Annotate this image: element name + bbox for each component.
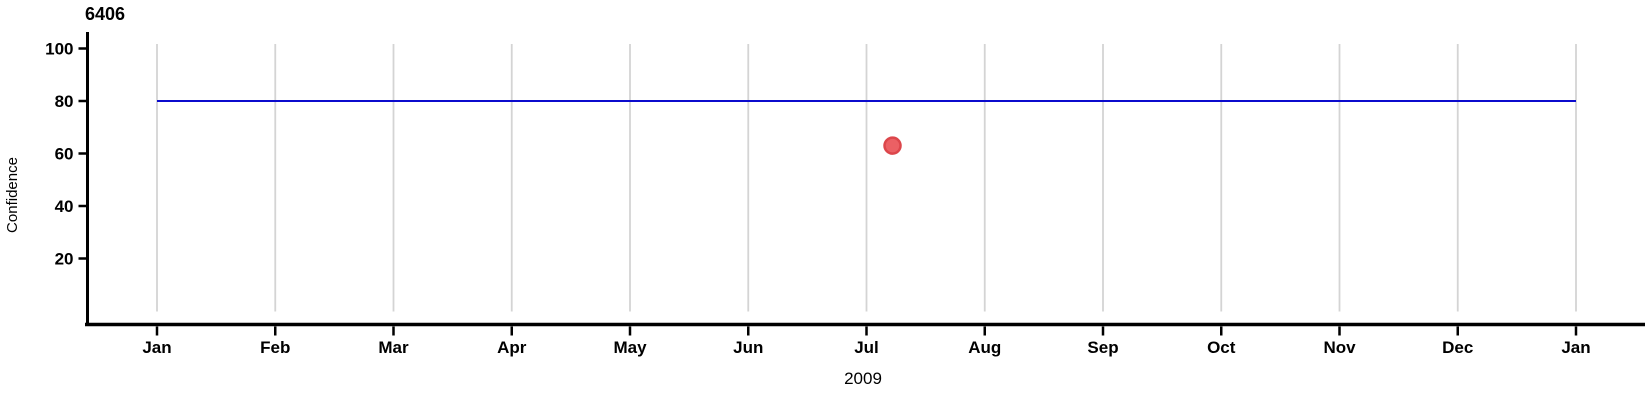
chart-title: 6406: [85, 4, 126, 24]
x-tick-label-sep-8: Sep: [1087, 338, 1118, 357]
x-axis-title: 2009: [844, 369, 882, 388]
x-tick-label-dec-11: Dec: [1442, 338, 1473, 357]
y-tick-label-100: 100: [45, 40, 73, 59]
x-tick-label-aug-7: Aug: [968, 338, 1001, 357]
x-tick-label-oct-9: Oct: [1207, 338, 1236, 357]
x-tick-label-mar-2: Mar: [378, 338, 409, 357]
x-tick-label-jan-12: Jan: [1561, 338, 1590, 357]
x-tick-label-apr-3: Apr: [497, 338, 527, 357]
x-tick-label-jun-5: Jun: [733, 338, 763, 357]
y-tick-label-60: 60: [55, 145, 74, 164]
data-point-confidence: [883, 136, 902, 155]
x-tick-label-jan-0: Jan: [142, 338, 171, 357]
y-tick-label-20: 20: [55, 250, 74, 269]
x-tick-label-jul-6: Jul: [854, 338, 879, 357]
x-tick-label-nov-10: Nov: [1323, 338, 1356, 357]
y-tick-label-40: 40: [55, 197, 74, 216]
y-tick-label-80: 80: [55, 92, 74, 111]
y-axis-title: Confidence: [4, 157, 21, 233]
x-tick-label-feb-1: Feb: [260, 338, 290, 357]
x-tick-label-may-4: May: [613, 338, 647, 357]
